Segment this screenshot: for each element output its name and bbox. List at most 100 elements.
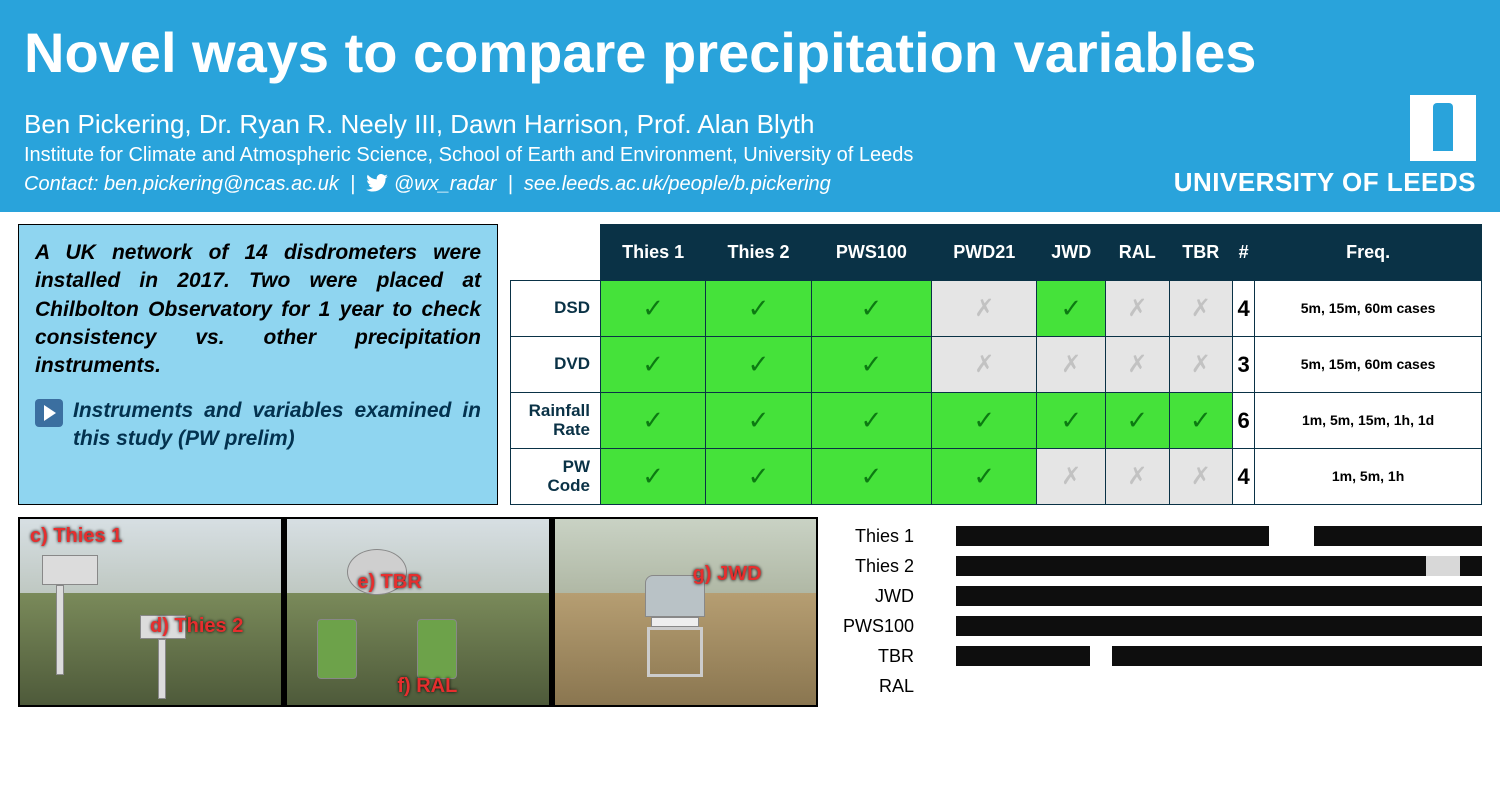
- matrix-cell: ✗: [1037, 337, 1106, 393]
- university-name: UNIVERSITY OF LEEDS: [1174, 167, 1476, 198]
- gantt-bar: [956, 646, 1090, 666]
- photos-and-gantt-row: c) Thies 1 d) Thies 2 e) TBR f) RAL g) J…: [0, 505, 1500, 707]
- photo-label-d-thies2: d) Thies 2: [150, 615, 243, 638]
- matrix-table-wrap: Thies 1Thies 2PWS100PWD21JWDRALTBR#Freq.…: [510, 224, 1482, 505]
- gantt-label: RAL: [832, 676, 922, 697]
- matrix-cell: ✗: [1169, 337, 1233, 393]
- matrix-cell: ✓: [706, 449, 811, 505]
- gantt-bar: [956, 556, 1426, 576]
- matrix-cell: ✗: [932, 337, 1037, 393]
- matrix-cell: ✓: [706, 281, 811, 337]
- matrix-row-dsd: DSD✓✓✓✗✓✗✗45m, 15m, 60m cases: [511, 281, 1482, 337]
- gantt-bar: [1314, 526, 1482, 546]
- matrix-row-dvd: DVD✓✓✓✗✗✗✗35m, 15m, 60m cases: [511, 337, 1482, 393]
- play-icon: [35, 399, 63, 427]
- intro-para2-text: Instruments and variables examined in th…: [73, 397, 481, 454]
- matrix-col-tbr: TBR: [1169, 225, 1233, 281]
- gantt-row-jwd: JWD: [832, 581, 1482, 611]
- matrix-cell: ✓: [1106, 393, 1170, 449]
- matrix-col-freq.: Freq.: [1255, 225, 1482, 281]
- gantt-track: [922, 646, 1482, 666]
- matrix-rowlabel: PWCode: [511, 449, 601, 505]
- contact-web: see.leeds.ac.uk/people/b.pickering: [524, 173, 831, 195]
- matrix-col-ral: RAL: [1106, 225, 1170, 281]
- matrix-cell: ✓: [706, 337, 811, 393]
- matrix-cell: ✓: [811, 281, 931, 337]
- matrix-cell: ✓: [1037, 393, 1106, 449]
- matrix-count: 4: [1233, 449, 1255, 505]
- gantt-row-ral: RAL: [832, 671, 1482, 701]
- matrix-cell: ✓: [1037, 281, 1106, 337]
- matrix-row-pw-code: PWCode✓✓✓✓✗✗✗41m, 5m, 1h: [511, 449, 1482, 505]
- matrix-rowlabel: DSD: [511, 281, 601, 337]
- photo-jwd: g) JWD: [555, 519, 816, 705]
- photo-tbr-ral: e) TBR f) RAL: [287, 519, 548, 705]
- matrix-cell: ✓: [811, 337, 931, 393]
- gantt-bar: [1426, 556, 1460, 576]
- matrix-freq: 1m, 5m, 1h: [1255, 449, 1482, 505]
- contact-twitter: @wx_radar: [394, 173, 497, 195]
- gantt-row-pws100: PWS100: [832, 611, 1482, 641]
- matrix-cell: ✓: [1169, 393, 1233, 449]
- gantt-label: PWS100: [832, 616, 922, 637]
- twitter-icon: [366, 174, 388, 192]
- photo-label-g-jwd: g) JWD: [693, 563, 762, 586]
- gantt-bar: [1460, 556, 1482, 576]
- contact-email: ben.pickering@ncas.ac.uk: [104, 173, 339, 195]
- university-logo-icon: [1410, 95, 1476, 161]
- matrix-cell: ✗: [1169, 449, 1233, 505]
- matrix-cell: ✓: [932, 449, 1037, 505]
- gantt-label: Thies 2: [832, 556, 922, 577]
- gantt-track: [922, 586, 1482, 606]
- matrix-cell: ✓: [601, 337, 706, 393]
- gantt-row-tbr: TBR: [832, 641, 1482, 671]
- gantt-label: JWD: [832, 586, 922, 607]
- matrix-freq: 1m, 5m, 15m, 1h, 1d: [1255, 393, 1482, 449]
- matrix-col-jwd: JWD: [1037, 225, 1106, 281]
- photo-label-c-thies1: c) Thies 1: [30, 525, 122, 548]
- gantt-bar: [956, 526, 1270, 546]
- gantt-label: Thies 1: [832, 526, 922, 547]
- matrix-cell: ✗: [932, 281, 1037, 337]
- poster-header: Novel ways to compare precipitation vari…: [0, 0, 1500, 212]
- photo-thies: c) Thies 1 d) Thies 2: [20, 519, 281, 705]
- matrix-cell: ✗: [1106, 449, 1170, 505]
- matrix-col-#: #: [1233, 225, 1255, 281]
- university-brand: UNIVERSITY OF LEEDS: [1174, 95, 1476, 198]
- matrix-count: 6: [1233, 393, 1255, 449]
- matrix-cell: ✓: [706, 393, 811, 449]
- matrix-rowlabel: DVD: [511, 337, 601, 393]
- photo-label-f-ral: f) RAL: [397, 675, 457, 698]
- intro-paragraph-1: A UK network of 14 disdrometers were ins…: [35, 239, 481, 381]
- matrix-col-pws100: PWS100: [811, 225, 931, 281]
- gantt-bar: [1112, 646, 1482, 666]
- matrix-cell: ✓: [601, 393, 706, 449]
- matrix-col-thies1: Thies 1: [601, 225, 706, 281]
- matrix-row-rainfall-rate: RainfallRate✓✓✓✓✓✓✓61m, 5m, 15m, 1h, 1d: [511, 393, 1482, 449]
- matrix-cell: ✓: [601, 281, 706, 337]
- matrix-count: 4: [1233, 281, 1255, 337]
- gantt-track: [922, 616, 1482, 636]
- poster-title: Novel ways to compare precipitation vari…: [24, 20, 1476, 85]
- data-availability-gantt: Thies 1 Thies 2 JWD PWS100 TBR RAL: [832, 517, 1482, 707]
- gantt-bar: [956, 586, 1482, 606]
- gantt-track: [922, 526, 1482, 546]
- matrix-cell: ✗: [1037, 449, 1106, 505]
- gantt-bar: [956, 616, 1482, 636]
- matrix-cell: ✗: [1169, 281, 1233, 337]
- matrix-cell: ✓: [932, 393, 1037, 449]
- matrix-freq: 5m, 15m, 60m cases: [1255, 337, 1482, 393]
- contact-prefix: Contact:: [24, 173, 104, 195]
- gantt-track: [922, 556, 1482, 576]
- photo-label-e-tbr: e) TBR: [357, 571, 421, 594]
- matrix-col-thies2: Thies 2: [706, 225, 811, 281]
- matrix-cell: ✗: [1106, 281, 1170, 337]
- matrix-cell: ✓: [601, 449, 706, 505]
- gantt-row-thies2: Thies 2: [832, 551, 1482, 581]
- matrix-count: 3: [1233, 337, 1255, 393]
- gantt-track: [922, 676, 1482, 696]
- matrix-cell: ✓: [811, 449, 931, 505]
- matrix-cell: ✓: [811, 393, 931, 449]
- intro-box: A UK network of 14 disdrometers were ins…: [18, 224, 498, 505]
- gantt-label: TBR: [832, 646, 922, 667]
